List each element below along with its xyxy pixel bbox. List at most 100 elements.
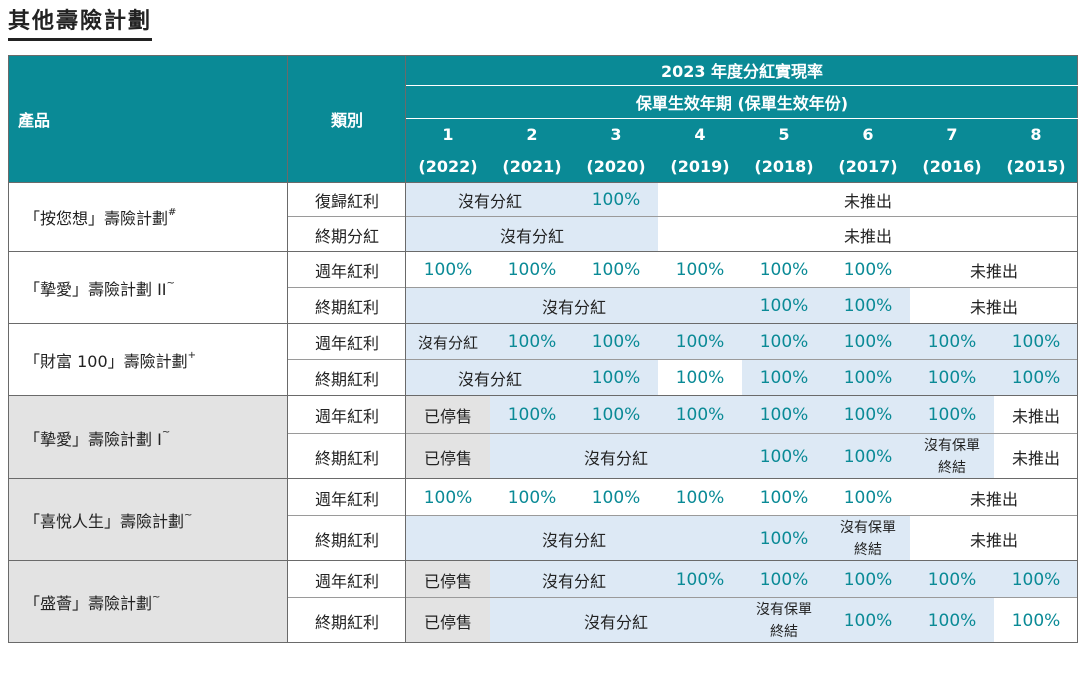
row-divider <box>288 433 1078 434</box>
header-rate-title: 2023 年度分紅實現率 <box>406 55 1078 85</box>
rate-value: 100% <box>826 598 910 643</box>
header-year-number: 3 <box>574 118 658 151</box>
rate-value: 100% <box>490 252 574 288</box>
rate-value: 100% <box>826 434 910 479</box>
row-divider <box>288 359 1078 360</box>
rate-value: 100% <box>826 252 910 288</box>
product-name: 「財富 100」壽險計劃 + <box>8 324 288 396</box>
rate-value: 100% <box>574 252 658 288</box>
column-divider <box>287 55 288 643</box>
rate-value: 100% <box>742 516 826 561</box>
rate-value: 100% <box>658 396 742 434</box>
header-year-value: (2019) <box>658 151 742 182</box>
rate-value: 100% <box>910 396 994 434</box>
rate-value: 100% <box>658 324 742 360</box>
header-year-number: 7 <box>910 118 994 151</box>
rate-value: 100% <box>574 479 658 516</box>
footnote-mark: ~ <box>161 427 171 438</box>
rate-value: 100% <box>490 479 574 516</box>
rate-value: 100% <box>658 561 742 598</box>
header-year-value: (2018) <box>742 151 826 182</box>
status-text: 沒有分紅 <box>406 217 658 252</box>
row-divider <box>288 216 1078 217</box>
category-label: 終期紅利 <box>288 598 406 643</box>
category-label: 週年紅利 <box>288 561 406 598</box>
status-text: 沒有分紅 <box>406 360 574 396</box>
header-year-number: 1 <box>406 118 490 151</box>
status-text: 沒有分紅 <box>406 516 742 561</box>
rate-value: 100% <box>742 396 826 434</box>
rate-value: 100% <box>826 561 910 598</box>
row-divider <box>8 642 1078 643</box>
rate-value: 100% <box>574 182 658 217</box>
product-name: 「按您想」壽險計劃 # <box>8 182 288 252</box>
row-divider <box>8 55 1078 56</box>
header-divider <box>406 118 1078 119</box>
rate-value: 100% <box>826 396 910 434</box>
row-divider <box>8 478 1078 479</box>
status-text: 沒有分紅 <box>490 434 742 479</box>
rate-value: 100% <box>742 360 826 396</box>
status-text: 未推出 <box>658 217 1078 252</box>
category-label: 週年紅利 <box>288 324 406 360</box>
rate-value: 100% <box>910 561 994 598</box>
rate-value: 100% <box>994 561 1078 598</box>
rate-value: 100% <box>742 479 826 516</box>
rate-value: 100% <box>742 288 826 324</box>
product-name: 「摯愛」壽險計劃 I ~ <box>8 396 288 479</box>
footnote-mark: # <box>168 206 177 218</box>
rate-value: 100% <box>574 396 658 434</box>
category-label: 終期分紅 <box>288 217 406 252</box>
status-text: 已停售 <box>406 598 490 643</box>
page-title: 其他壽險計劃 <box>8 8 153 41</box>
status-text: 已停售 <box>406 434 490 479</box>
status-text: 未推出 <box>910 288 1078 324</box>
column-divider <box>405 55 406 643</box>
header-year-value: (2015) <box>994 151 1078 182</box>
rate-value: 100% <box>994 360 1078 396</box>
product-name: 「盛薈」壽險計劃 ~ <box>8 561 288 643</box>
header-year-value: (2016) <box>910 151 994 182</box>
rate-value: 100% <box>910 598 994 643</box>
rate-value: 100% <box>742 561 826 598</box>
header-year-number: 4 <box>658 118 742 151</box>
header-divider <box>406 85 1078 86</box>
header-year-value: (2022) <box>406 151 490 182</box>
row-divider <box>288 287 1078 288</box>
category-label: 週年紅利 <box>288 479 406 516</box>
row-divider <box>288 597 1078 598</box>
status-text: 未推出 <box>658 182 1078 217</box>
header-year-value: (2021) <box>490 151 574 182</box>
column-divider <box>1077 55 1078 643</box>
footnote-mark: + <box>187 349 197 361</box>
status-text: 已停售 <box>406 561 490 598</box>
header-year-value: (2020) <box>574 151 658 182</box>
rate-value: 100% <box>994 598 1078 643</box>
rate-value: 100% <box>490 324 574 360</box>
rate-value: 100% <box>658 360 742 396</box>
category-label: 週年紅利 <box>288 396 406 434</box>
status-text: 沒有保單終結 <box>742 598 826 643</box>
rate-value: 100% <box>994 324 1078 360</box>
column-divider <box>8 55 9 643</box>
status-text: 沒有分紅 <box>490 598 742 643</box>
status-text: 沒有分紅 <box>406 182 574 217</box>
rate-value: 100% <box>910 360 994 396</box>
category-label: 週年紅利 <box>288 252 406 288</box>
category-label: 終期紅利 <box>288 434 406 479</box>
status-text: 已停售 <box>406 396 490 434</box>
row-divider <box>8 251 1078 252</box>
status-text: 未推出 <box>994 396 1078 434</box>
status-text: 未推出 <box>910 479 1078 516</box>
category-label: 終期紅利 <box>288 360 406 396</box>
rate-value: 100% <box>826 324 910 360</box>
row-divider <box>8 395 1078 396</box>
header-year-number: 2 <box>490 118 574 151</box>
rate-value: 100% <box>742 324 826 360</box>
category-label: 復歸紅利 <box>288 182 406 217</box>
status-text: 未推出 <box>910 516 1078 561</box>
header-year-number: 5 <box>742 118 826 151</box>
status-text: 未推出 <box>910 252 1078 288</box>
status-text: 未推出 <box>994 434 1078 479</box>
product-name: 「喜悅人生」壽險計劃 ~ <box>8 479 288 561</box>
